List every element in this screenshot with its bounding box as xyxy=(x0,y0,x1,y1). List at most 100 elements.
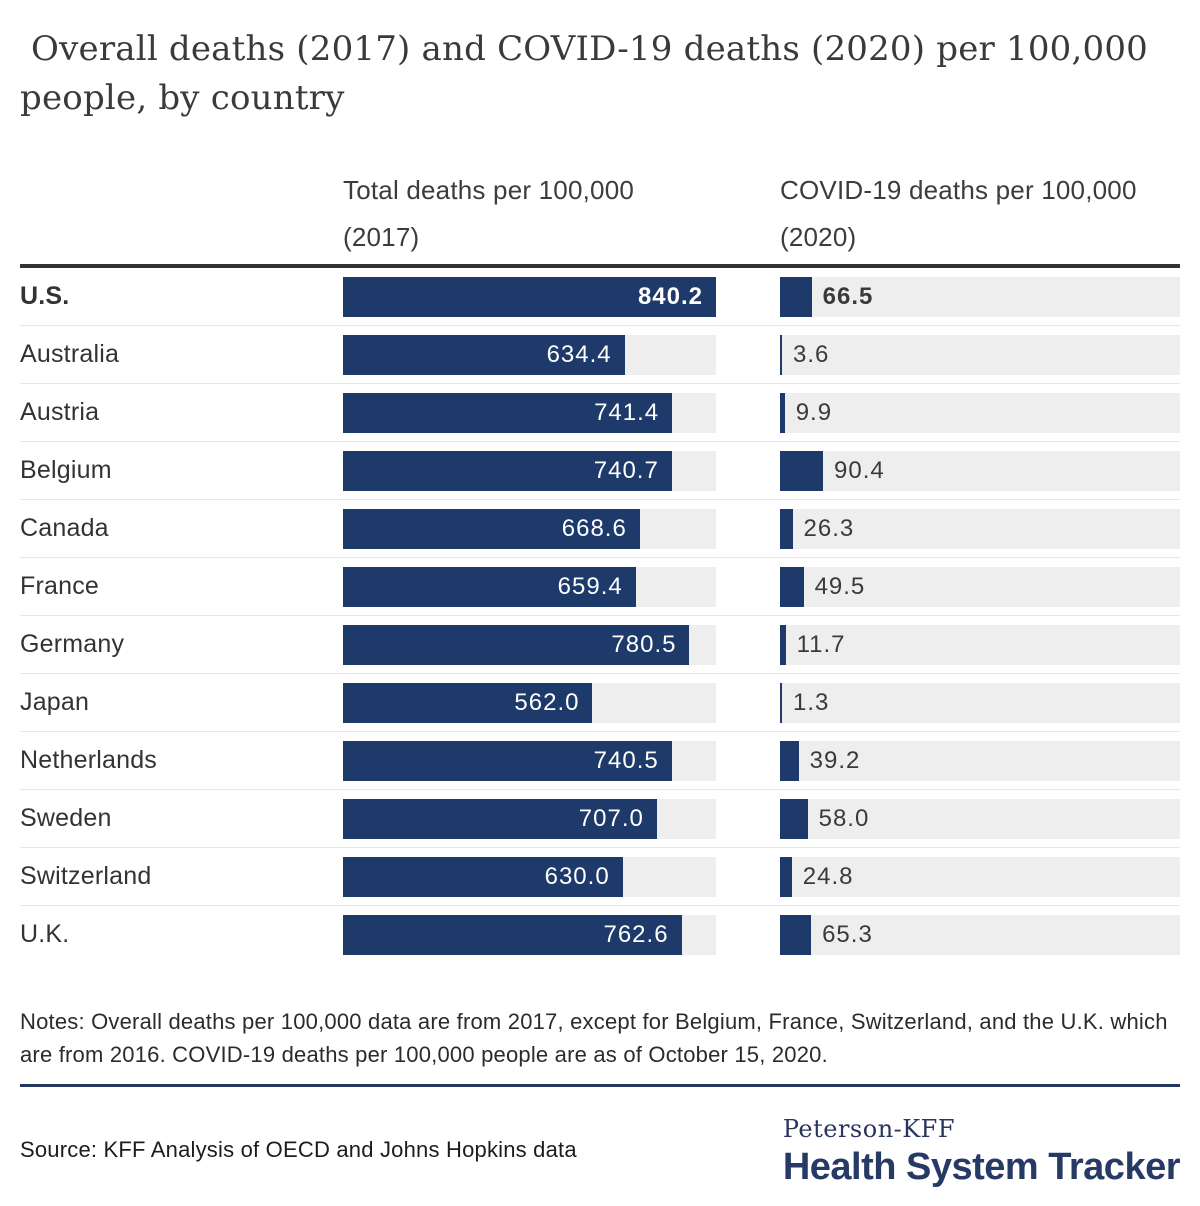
total-deaths-bar: 630.0 xyxy=(343,856,623,897)
health-system-tracker-logo: Peterson-KFF Health System Tracker xyxy=(782,1115,1181,1189)
country-label: U.K. xyxy=(20,920,70,948)
covid-deaths-bar xyxy=(780,450,824,491)
covid-deaths-track: 26.3 xyxy=(780,508,1180,549)
total-deaths-bar: 634.4 xyxy=(343,334,625,375)
covid-deaths-track: 58.0 xyxy=(780,798,1180,839)
footer-divider xyxy=(20,1084,1180,1087)
column-header-covid-line1: COVID-19 deaths per 100,000 xyxy=(780,175,1137,205)
covid-deaths-value: 1.3 xyxy=(793,688,830,716)
source-text: Source: KFF Analysis of OECD and Johns H… xyxy=(20,1137,577,1162)
total-deaths-bar: 740.5 xyxy=(343,740,672,781)
country-label: Switzerland xyxy=(20,862,152,890)
covid-deaths-track: 90.4 xyxy=(780,450,1180,491)
covid-deaths-track: 3.6 xyxy=(780,334,1180,375)
total-deaths-value: 780.5 xyxy=(611,630,677,658)
covid-deaths-track: 1.3 xyxy=(780,682,1180,723)
total-deaths-bar: 562.0 xyxy=(343,682,593,723)
country-label: Belgium xyxy=(20,456,112,484)
logo-brand-top: Peterson-KFF xyxy=(782,1115,955,1143)
covid-deaths-track: 11.7 xyxy=(780,624,1180,665)
country-label: Australia xyxy=(20,340,120,368)
column-header-covid-deaths: COVID-19 deaths per 100,000 (2020) xyxy=(780,167,1180,261)
total-deaths-value: 741.4 xyxy=(594,398,660,426)
covid-deaths-track: 65.3 xyxy=(780,914,1180,955)
country-label: U.S. xyxy=(20,282,70,310)
column-header-covid-line2: (2020) xyxy=(780,222,857,252)
covid-deaths-value: 9.9 xyxy=(795,398,833,426)
covid-deaths-bar xyxy=(780,508,793,549)
covid-deaths-bar xyxy=(780,334,782,375)
table-row: Austria 741.4 9.9 xyxy=(20,384,1180,442)
total-deaths-bar: 741.4 xyxy=(343,392,673,433)
total-deaths-bar: 780.5 xyxy=(343,624,690,665)
total-deaths-track: 762.6 xyxy=(343,914,716,955)
total-deaths-value: 740.7 xyxy=(593,456,659,484)
logo-brand-bottom: Health System Tracker xyxy=(782,1146,1181,1188)
total-deaths-track: 780.5 xyxy=(343,624,716,665)
country-label: Japan xyxy=(20,688,90,716)
total-deaths-bar: 762.6 xyxy=(343,914,682,955)
footer: Source: KFF Analysis of OECD and Johns H… xyxy=(20,1115,1181,1189)
total-deaths-track: 840.2 xyxy=(343,276,716,317)
total-deaths-value: 668.6 xyxy=(561,514,627,542)
table-row: Canada 668.6 26.3 xyxy=(20,500,1180,558)
total-deaths-track: 562.0 xyxy=(343,682,716,723)
column-header-total-deaths: Total deaths per 100,000 (2017) xyxy=(343,167,780,261)
covid-deaths-bar xyxy=(780,914,812,955)
table-row: Sweden 707.0 58.0 xyxy=(20,790,1180,848)
covid-deaths-value: 24.8 xyxy=(802,862,854,890)
total-deaths-bar: 659.4 xyxy=(343,566,636,607)
covid-deaths-value: 3.6 xyxy=(793,340,830,368)
bar-table: U.S. 840.2 66.5 Australia 634.4 3.6 Austria 741… xyxy=(20,264,1180,963)
column-headers: Total deaths per 100,000 (2017) COVID-19… xyxy=(20,167,1180,261)
table-row: Australia 634.4 3.6 xyxy=(20,326,1180,384)
total-deaths-value: 762.6 xyxy=(603,920,669,948)
total-deaths-track: 741.4 xyxy=(343,392,716,433)
country-label: Austria xyxy=(20,398,100,426)
total-deaths-bar: 740.7 xyxy=(343,450,672,491)
table-row: U.S. 840.2 66.5 xyxy=(20,268,1180,326)
total-deaths-value: 740.5 xyxy=(593,746,659,774)
table-row: Japan 562.0 1.3 xyxy=(20,674,1180,732)
total-deaths-track: 668.6 xyxy=(343,508,716,549)
notes-text: Notes: Overall deaths per 100,000 data a… xyxy=(20,1009,1168,1067)
column-header-total-line1: Total deaths per 100,000 xyxy=(343,175,635,205)
total-deaths-value: 634.4 xyxy=(546,340,612,368)
total-deaths-track: 740.5 xyxy=(343,740,716,781)
covid-deaths-bar xyxy=(780,276,812,317)
country-label: Sweden xyxy=(20,804,112,832)
covid-deaths-bar xyxy=(780,740,799,781)
table-row: France 659.4 49.5 xyxy=(20,558,1180,616)
total-deaths-bar: 668.6 xyxy=(343,508,640,549)
covid-deaths-value: 65.3 xyxy=(822,920,873,948)
total-deaths-track: 634.4 xyxy=(343,334,716,375)
table-row: Belgium 740.7 90.4 xyxy=(20,442,1180,500)
covid-deaths-track: 49.5 xyxy=(780,566,1180,607)
covid-deaths-track: 66.5 xyxy=(780,276,1180,317)
covid-deaths-value: 66.5 xyxy=(822,282,874,310)
total-deaths-value: 840.2 xyxy=(637,282,703,310)
total-deaths-value: 562.0 xyxy=(514,688,580,716)
total-deaths-bar: 707.0 xyxy=(343,798,657,839)
covid-deaths-value: 39.2 xyxy=(809,746,861,774)
total-deaths-value: 659.4 xyxy=(557,572,623,600)
chart-title: Overall deaths (2017) and COVID-19 death… xyxy=(20,29,1159,118)
covid-deaths-value: 58.0 xyxy=(818,804,870,832)
covid-deaths-value: 26.3 xyxy=(803,514,855,542)
covid-deaths-value: 49.5 xyxy=(814,572,866,600)
covid-deaths-bar xyxy=(780,682,782,723)
covid-deaths-bar xyxy=(780,392,785,433)
covid-deaths-value: 11.7 xyxy=(796,630,846,658)
covid-deaths-value: 90.4 xyxy=(834,456,885,484)
country-label: Germany xyxy=(20,630,125,658)
covid-deaths-track: 9.9 xyxy=(780,392,1180,433)
country-label: Netherlands xyxy=(20,746,158,774)
table-row: U.K. 762.6 65.3 xyxy=(20,906,1180,963)
column-header-total-line2: (2017) xyxy=(343,222,420,252)
table-row: Netherlands 740.5 39.2 xyxy=(20,732,1180,790)
total-deaths-value: 630.0 xyxy=(544,862,610,890)
total-deaths-value: 707.0 xyxy=(578,804,644,832)
table-row: Germany 780.5 11.7 xyxy=(20,616,1180,674)
covid-deaths-track: 39.2 xyxy=(780,740,1180,781)
